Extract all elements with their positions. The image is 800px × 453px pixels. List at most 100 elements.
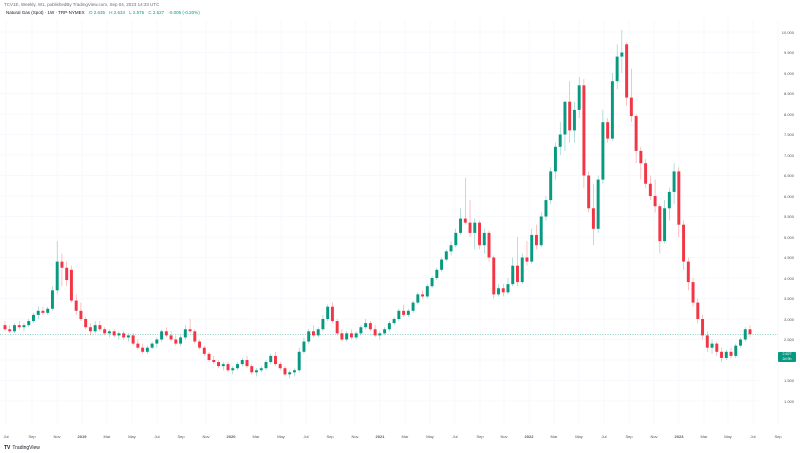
price-tick-label: 4.000 xyxy=(783,275,794,281)
price-tick-label: 1.000 xyxy=(783,398,794,404)
candle xyxy=(525,241,529,266)
candle xyxy=(748,325,752,338)
candle xyxy=(686,257,690,291)
time-tick-label: Jul xyxy=(303,434,309,439)
candle xyxy=(8,325,12,334)
candle xyxy=(169,331,173,342)
candle xyxy=(221,362,225,371)
candle xyxy=(136,339,140,350)
candle xyxy=(572,101,576,143)
price-tick-label: 2.500 xyxy=(783,337,794,342)
time-tick-label: May xyxy=(724,434,732,439)
candle xyxy=(591,183,595,246)
candle xyxy=(482,228,486,254)
candle xyxy=(264,360,268,371)
time-tick-label: Mar xyxy=(401,434,409,439)
price-tick-label: 3.500 xyxy=(783,296,794,301)
candle xyxy=(122,331,126,340)
candle xyxy=(587,171,591,213)
candle xyxy=(112,329,116,338)
candle xyxy=(13,323,16,334)
candle xyxy=(667,187,671,221)
candle xyxy=(478,220,481,250)
candle xyxy=(734,343,738,358)
candle xyxy=(278,362,282,371)
time-tick-label: Sep xyxy=(625,434,633,439)
time-tick-label: Sep xyxy=(774,434,782,439)
candle xyxy=(292,368,296,377)
candle xyxy=(88,323,92,336)
candle xyxy=(634,114,638,164)
candle xyxy=(720,347,723,363)
candle xyxy=(449,241,453,256)
candle xyxy=(691,278,695,307)
candle xyxy=(283,366,287,377)
candle xyxy=(103,327,107,336)
candle xyxy=(359,325,363,336)
candle xyxy=(729,347,733,358)
candle xyxy=(459,208,463,235)
candle xyxy=(402,304,406,317)
candle xyxy=(84,316,88,330)
ohlc-high: H 2.634 xyxy=(109,10,125,15)
candle xyxy=(240,357,244,367)
candle xyxy=(50,286,54,311)
candle xyxy=(36,306,40,319)
candle xyxy=(430,275,434,289)
candle xyxy=(174,335,178,346)
candle xyxy=(74,294,78,315)
last-price-value: 2.627 xyxy=(782,352,792,356)
candle xyxy=(530,228,534,264)
time-tick-label: Nov xyxy=(500,434,508,439)
candle xyxy=(463,177,467,225)
candle xyxy=(22,323,26,332)
candle xyxy=(610,73,614,141)
candle xyxy=(454,228,458,248)
candle xyxy=(259,366,263,373)
ohlc-low: L 2.575 xyxy=(129,10,145,15)
candle xyxy=(411,300,415,313)
candle xyxy=(179,335,183,346)
time-tick-label: Sep xyxy=(28,434,36,439)
candle xyxy=(487,230,491,262)
candle xyxy=(392,316,396,326)
candle xyxy=(368,321,372,332)
candle xyxy=(188,319,192,334)
candle xyxy=(421,290,425,299)
time-tick-label: Jul xyxy=(601,434,607,439)
price-tick-label: 8.500 xyxy=(783,91,794,96)
candle xyxy=(245,355,249,369)
candle xyxy=(274,351,277,367)
candle xyxy=(93,321,97,334)
last-price-badge: 2.627 2d 9h xyxy=(778,352,796,362)
candle xyxy=(743,327,747,342)
time-tick-label: 2022 xyxy=(524,434,534,439)
price-tick-label: 10.000 xyxy=(781,29,794,35)
ohlc-close: C 2.627 xyxy=(148,10,165,15)
candle xyxy=(596,175,600,233)
candle xyxy=(606,118,610,143)
candle xyxy=(577,77,581,119)
candle xyxy=(297,347,301,373)
candle xyxy=(406,308,410,317)
candle xyxy=(193,329,197,344)
tradingview-logo[interactable]: TV TradingView xyxy=(4,445,40,451)
price-tick-label: 8.000 xyxy=(783,111,794,117)
candle xyxy=(534,224,538,250)
candle xyxy=(98,321,102,332)
time-tick-label: May xyxy=(575,434,583,439)
candle xyxy=(715,341,719,356)
candle xyxy=(568,81,572,143)
candle xyxy=(107,329,111,338)
candle xyxy=(468,200,472,237)
candle xyxy=(677,167,681,237)
candle xyxy=(131,333,135,346)
candle xyxy=(269,353,273,365)
candle xyxy=(705,331,709,352)
candle xyxy=(326,304,330,322)
candle xyxy=(150,341,154,350)
candle xyxy=(226,362,230,373)
candle xyxy=(497,284,500,297)
candle xyxy=(653,179,657,213)
